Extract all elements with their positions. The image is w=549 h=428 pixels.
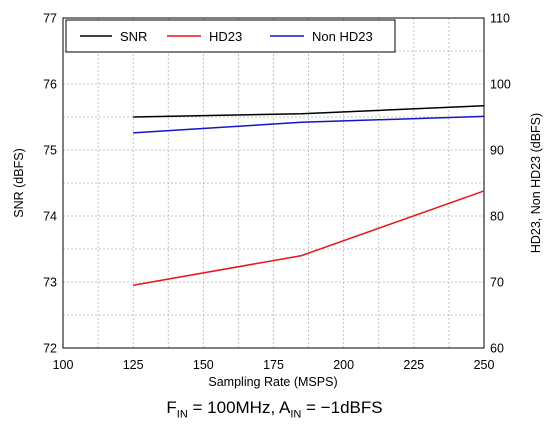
x-tick-label: 200 <box>333 358 354 372</box>
legend-label-snr: SNR <box>120 29 147 44</box>
x-tick-label: 100 <box>53 358 74 372</box>
series-line-snr <box>133 105 485 118</box>
y-left-tick-label: 73 <box>43 276 57 290</box>
chart: 100 125 150 175 200 225 250 72 73 74 75 76 77 60 70 80 9… <box>12 12 543 390</box>
caption-f-value: = 100MHz, A <box>187 398 291 417</box>
y-right-tick-label: 60 <box>490 342 504 356</box>
y-axis-right-label: HD23, Non HD23 (dBFS) <box>529 113 543 253</box>
y-right-tick-label: 90 <box>490 144 504 158</box>
caption-a-subscript: IN <box>290 408 302 421</box>
y-right-tick-label: 70 <box>490 276 504 290</box>
y-right-tick-label: 80 <box>490 210 504 224</box>
caption-f-subscript: IN <box>176 408 188 421</box>
y-right-tick-label: 110 <box>490 12 510 26</box>
series-line-non-hd23 <box>133 115 485 134</box>
y-axis-left-label: SNR (dBFS) <box>12 148 26 217</box>
y-left-tick-label: 72 <box>43 342 57 356</box>
legend-label-hd23: HD23 <box>209 29 242 44</box>
grid <box>63 18 484 348</box>
legend: SNR HD23 Non HD23 <box>65 19 396 53</box>
x-tick-label: 225 <box>403 358 424 372</box>
x-tick-label: 150 <box>193 358 214 372</box>
x-axis-label: Sampling Rate (MSPS) <box>208 375 337 389</box>
tick-labels: 100 125 150 175 200 225 250 72 73 74 75 76 77 60 70 80 9… <box>43 12 511 373</box>
y-right-tick-label: 100 <box>490 78 511 92</box>
chart-caption: FIN = 100MHz, AIN = −1dBFS <box>0 398 549 420</box>
plot-frame <box>62 17 485 349</box>
x-tick-label: 125 <box>123 358 144 372</box>
legend-box <box>65 19 396 53</box>
x-tick-label: 175 <box>263 358 284 372</box>
legend-label-non-hd23: Non HD23 <box>312 29 373 44</box>
y-left-tick-label: 75 <box>43 144 57 158</box>
y-left-tick-label: 77 <box>43 12 57 26</box>
caption-a-value: = −1dBFS <box>301 398 383 417</box>
series-line-hd23 <box>133 190 485 287</box>
caption-f: F <box>166 398 177 417</box>
y-left-tick-label: 76 <box>43 78 57 92</box>
y-left-tick-label: 74 <box>43 210 57 224</box>
x-tick-label: 250 <box>474 358 495 372</box>
series-lines <box>133 105 485 287</box>
